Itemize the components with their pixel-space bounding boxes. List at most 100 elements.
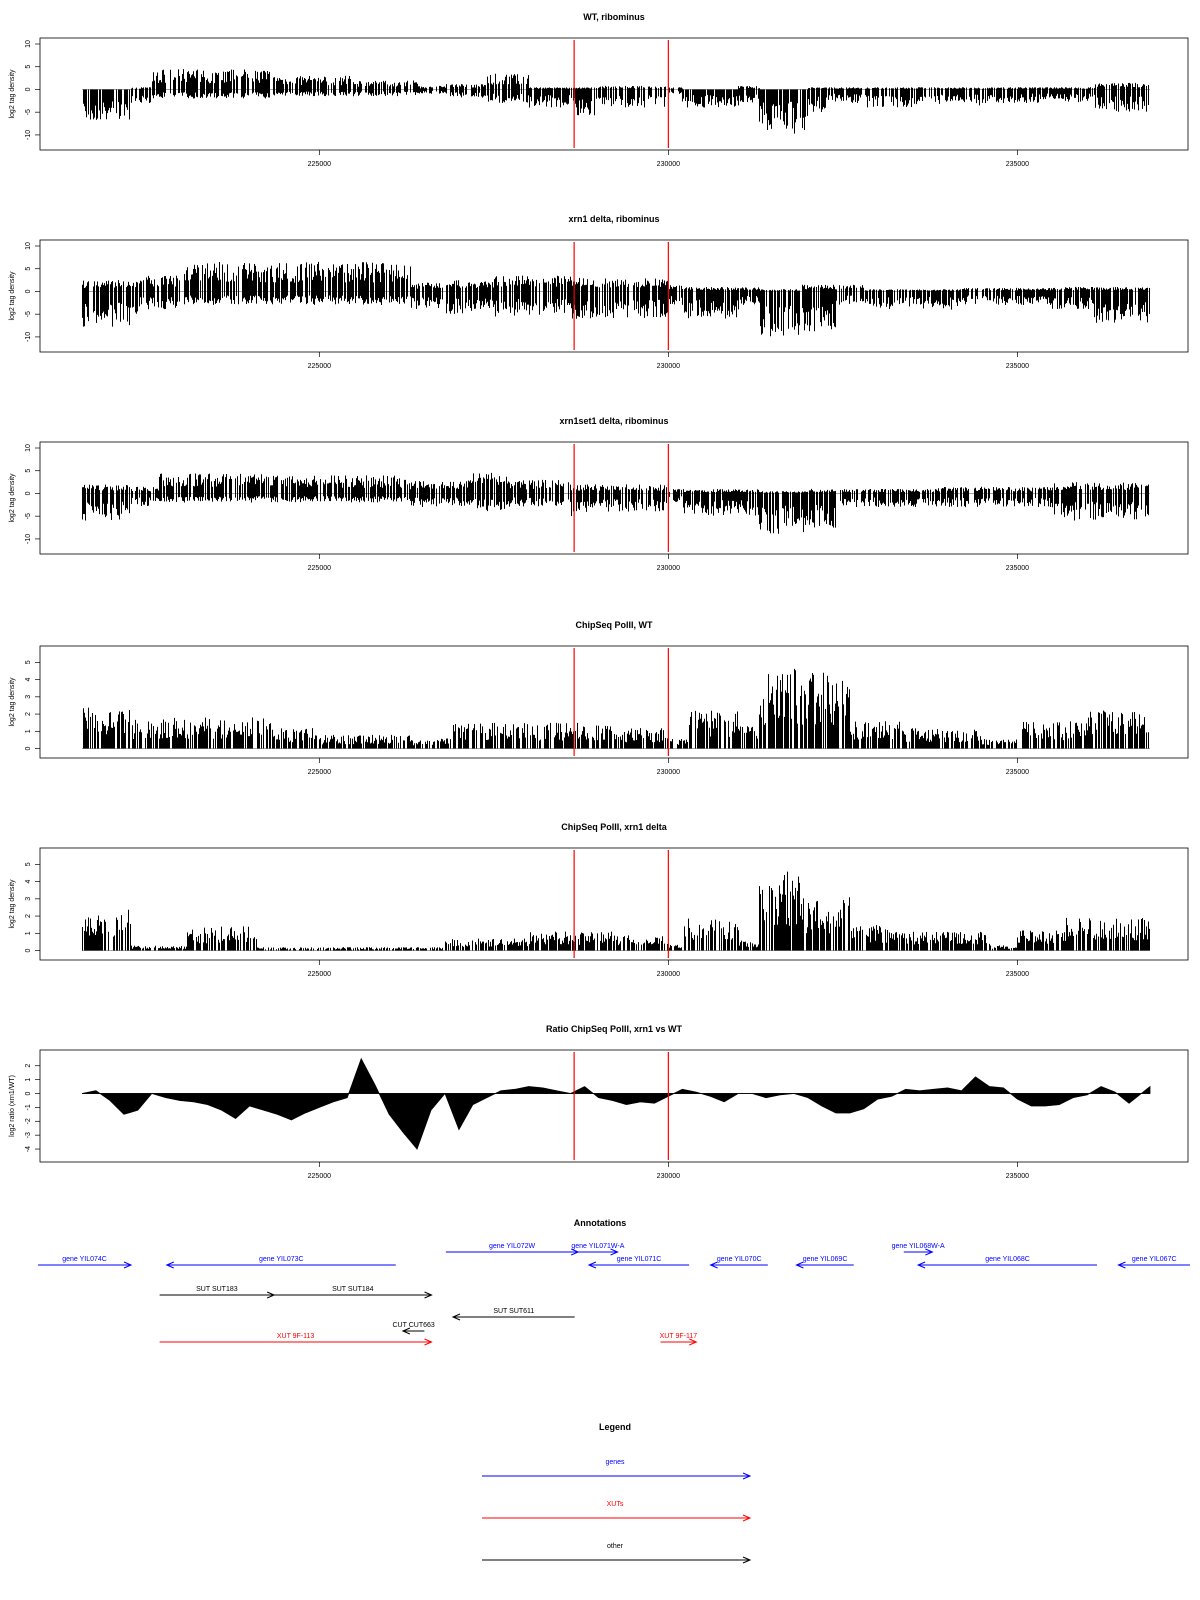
annotation-feature-6: gene YIL070C: [709, 1256, 768, 1269]
annotation-feature-3: gene YIL072W: [445, 1243, 580, 1256]
annotation-arrowhead: [916, 1261, 926, 1269]
data-segment-3: [184, 261, 411, 306]
y-tick-label: -5: [25, 513, 32, 519]
data-segment-23: [1095, 82, 1149, 112]
y-tick-label: -3: [25, 1132, 32, 1138]
y-tick-label: 3: [25, 897, 32, 901]
annotation-feature-1: gene YIL074C: [38, 1256, 133, 1269]
data-segment-1: [83, 707, 130, 749]
data-segment-12: [787, 871, 801, 951]
chart-panel-5: ChipSeq PolII, xrn1 delta 0 1 2 3 4 5 log2 tag …: [9, 822, 1189, 978]
y-tick-label: 0: [25, 1091, 32, 1095]
x-tick-label: 230000: [657, 1173, 680, 1180]
data-segment-7: [557, 722, 612, 749]
data-segment-8: [599, 278, 669, 318]
data-segment-5: [354, 80, 418, 97]
data-segment-14: [738, 86, 760, 103]
x-tick-label: 225000: [308, 1173, 331, 1180]
x-tick-label: 235000: [1006, 363, 1029, 370]
y-tick-label: 1: [25, 1078, 32, 1082]
y-tick-label: -2: [25, 1118, 32, 1124]
data-segment-13: [809, 488, 836, 528]
plot-data-area: [82, 444, 1150, 552]
annotation-arrowhead: [424, 1338, 433, 1346]
annotation-feature-16: XUT 9F-117: [660, 1333, 698, 1346]
data-segment-9: [668, 738, 690, 749]
y-tick-label: 2: [25, 914, 32, 918]
y-tick-label: -10: [25, 534, 32, 544]
annotation-feature-5: gene YIL071C: [587, 1256, 690, 1269]
data-segment-5: [410, 480, 473, 507]
chart-panel-4: ChipSeq PolII, WT 0 1 2 3 4 5 log2 tag density 2…: [9, 620, 1189, 776]
data-segment-22: [1052, 87, 1095, 103]
plot-data-area: [82, 850, 1150, 958]
data-segment-18: [1022, 721, 1088, 749]
y-tick-label: 1: [25, 931, 32, 935]
data-segment-14: [801, 672, 850, 749]
legend-title: Legend: [599, 1422, 631, 1432]
x-tick-label: 230000: [657, 161, 680, 168]
data-segment-13: [801, 897, 850, 951]
legend-item-3: other: [482, 1543, 752, 1564]
chart-panel-1: WT, ribominus -10 -5 0 5 10 log2 tag density 22…: [9, 12, 1189, 168]
annotation-feature-4: gene YIL071W-A: [571, 1243, 625, 1256]
data-segment-11: [599, 85, 666, 108]
annotation-arrowhead: [925, 1248, 934, 1256]
annotation-feature-8: gene YIL068W-A: [892, 1243, 945, 1256]
plot-data-area: [82, 40, 1150, 148]
data-segment-16: [906, 728, 982, 749]
data-segment-1: [83, 89, 130, 120]
y-tick-label: 0: [25, 949, 32, 953]
data-segment-15: [850, 721, 906, 749]
data-segment-2: [139, 275, 180, 310]
data-segment-18: [829, 87, 862, 103]
data-segment-4: [314, 734, 410, 749]
y-tick-label: 3: [25, 695, 32, 699]
annotation-label: gene YIL068C: [985, 1256, 1030, 1263]
legend-arrowhead: [742, 1514, 752, 1522]
data-segment-12: [668, 87, 683, 94]
data-segment-16: [1052, 482, 1149, 521]
annotation-label: gene YIL070C: [717, 1256, 762, 1263]
x-tick-label: 225000: [308, 769, 331, 776]
y-tick-label: 5: [25, 469, 32, 473]
data-segment-18: [1094, 287, 1150, 323]
data-segment-10: [684, 286, 739, 319]
legend-label: genes: [605, 1459, 625, 1466]
chart-title: ChipSeq PolII, WT: [576, 620, 653, 630]
legend-label: other: [607, 1543, 624, 1550]
data-segment-12: [759, 674, 787, 749]
annotation-feature-9: gene YIL068C: [916, 1256, 1097, 1269]
data-segment-8: [668, 944, 682, 951]
y-tick-label: -4: [25, 1146, 32, 1152]
annotation-feature-10: gene YIL067C: [1117, 1256, 1190, 1269]
annotation-feature-15: XUT 9F-113: [159, 1333, 433, 1346]
annotation-feature-2: gene YIL073C: [165, 1256, 396, 1269]
annotation-feature-14: CUT CUT663: [393, 1322, 435, 1335]
x-tick-label: 235000: [1006, 161, 1029, 168]
chart-title: xrn1 delta, ribominus: [568, 214, 659, 224]
chart-title: Ratio ChipSeq PolII, xrn1 vs WT: [546, 1024, 683, 1034]
data-segment-7: [508, 479, 571, 507]
y-tick-label: 10: [25, 40, 32, 48]
data-segment-7: [571, 277, 598, 319]
plot-frame: [39, 239, 1189, 353]
data-segment-17: [1017, 930, 1066, 951]
x-tick-label: 235000: [1006, 769, 1029, 776]
data-segment-16: [962, 287, 1052, 305]
y-tick-label: 5: [25, 267, 32, 271]
annotation-feature-11: SUT SUT183: [159, 1286, 276, 1299]
data-segment-8: [614, 728, 669, 749]
data-segment-21: [983, 87, 1052, 104]
y-tick-label: -10: [25, 130, 32, 140]
y-axis-label: log2 ratio (xrn1/WT): [9, 1075, 16, 1137]
plot-frame: [39, 441, 1189, 555]
data-segment-15: [935, 486, 1053, 508]
data-segment-13: [787, 668, 801, 749]
y-tick-label: 5: [25, 65, 32, 69]
data-segment-2: [132, 717, 271, 749]
chart-panel-3: xrn1set1 delta, ribominus -10 -5 0 5 10 log2 t…: [9, 416, 1189, 572]
y-tick-label: 2: [25, 712, 32, 716]
annotation-label: gene YIL074C: [62, 1256, 107, 1263]
data-segment-9: [668, 285, 683, 305]
